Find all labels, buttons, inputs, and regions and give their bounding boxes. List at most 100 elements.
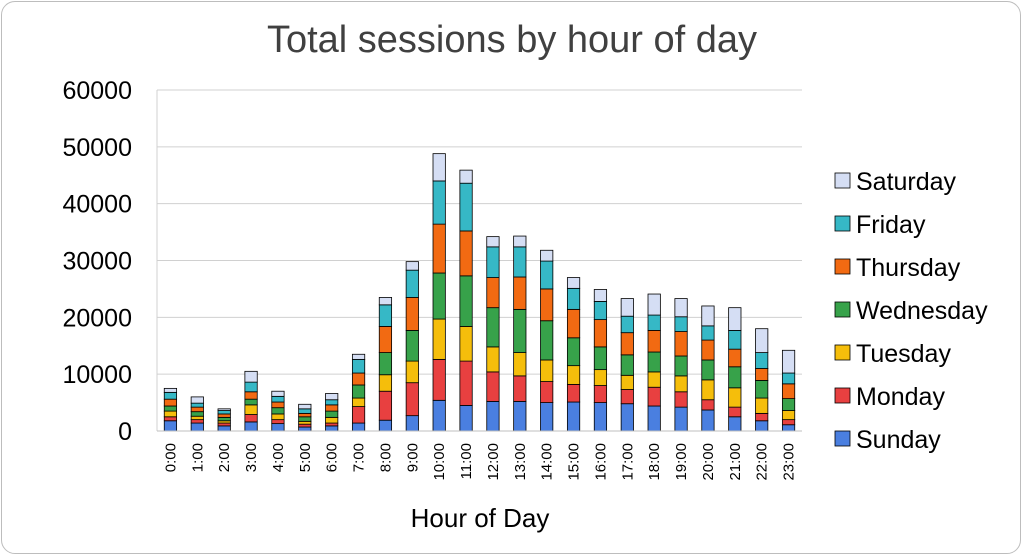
bar-stack-11:00 — [459, 169, 473, 432]
bar-segment-wednesday — [674, 355, 688, 377]
legend-swatch-sunday — [834, 430, 851, 447]
bar-segment-tuesday — [781, 410, 796, 421]
x-tick-label: 6:00 — [324, 443, 341, 472]
bar-segment-wednesday — [325, 410, 339, 418]
bar-stack-6:00 — [325, 393, 339, 432]
bar-stack-13:00 — [513, 235, 527, 432]
bar-segment-friday — [781, 372, 796, 385]
bar-segment-wednesday — [647, 351, 661, 373]
bar-segment-monday — [728, 406, 742, 418]
bar-segment-thursday — [513, 276, 527, 310]
bar-segment-wednesday — [432, 272, 446, 320]
bar-segment-thursday — [244, 391, 258, 400]
y-tick-label: 0 — [118, 418, 132, 446]
bar-segment-saturday — [217, 408, 231, 411]
bar-segment-thursday — [325, 404, 339, 412]
bar-segment-monday — [432, 358, 446, 401]
bar-stack-3:00 — [244, 370, 258, 432]
bar-stack-10:00 — [432, 153, 446, 432]
bar-segment-thursday — [432, 223, 446, 274]
bar-stack-20:00 — [701, 305, 715, 432]
bar-segment-thursday — [540, 288, 554, 322]
x-tick-label: 15:00 — [566, 443, 583, 481]
x-tick-label: 9:00 — [404, 443, 421, 472]
legend-swatch-friday — [834, 215, 851, 232]
bar-segment-saturday — [351, 353, 366, 360]
bar-segment-friday — [566, 287, 581, 310]
bar-segment-thursday — [298, 412, 312, 418]
bar-segment-thursday — [405, 297, 419, 331]
bar-segment-sunday — [728, 416, 742, 432]
bar-segment-tuesday — [513, 352, 527, 377]
legend-swatch-saturday — [834, 172, 851, 189]
bar-stack-1:00 — [190, 396, 204, 432]
legend-label-wednesday: Wednesday — [856, 297, 988, 325]
bar-segment-wednesday — [566, 337, 581, 367]
bar-segment-saturday — [459, 169, 473, 184]
bar-stack-4:00 — [271, 390, 285, 432]
bar-segment-wednesday — [190, 411, 204, 417]
bar-segment-friday — [459, 182, 473, 232]
bar-segment-wednesday — [351, 384, 366, 399]
x-tick-label: 20:00 — [700, 443, 717, 481]
bar-segment-sunday — [593, 402, 608, 432]
x-tick-label: 22:00 — [754, 443, 771, 481]
bar-segment-sunday — [405, 415, 419, 432]
x-tick-label: 12:00 — [485, 443, 502, 481]
bar-segment-wednesday — [620, 354, 634, 376]
x-tick-label: 21:00 — [727, 443, 744, 481]
bar-segment-monday — [271, 419, 285, 425]
y-tick-label: 20000 — [62, 304, 132, 332]
bar-stack-12:00 — [486, 236, 500, 432]
bar-segment-tuesday — [620, 374, 634, 390]
bar-segment-sunday — [298, 426, 312, 432]
bar-segment-saturday — [593, 289, 608, 302]
legend-swatch-thursday — [834, 258, 851, 275]
bar-segment-friday — [351, 358, 366, 374]
bar-stack-22:00 — [755, 328, 769, 432]
legend-swatch-monday — [834, 387, 851, 404]
bar-segment-friday — [674, 316, 688, 332]
bar-segment-tuesday — [755, 397, 769, 414]
x-tick-label: 0:00 — [162, 443, 179, 472]
bar-segment-friday — [486, 246, 500, 278]
bar-segment-wednesday — [513, 308, 527, 353]
x-axis: 0:00 1:00 2:00 3:00 4:00 5:00 6:00 7:00 8:00 9:00… — [157, 430, 802, 481]
bar-stack-15:00 — [566, 277, 581, 432]
bar-stack-21:00 — [728, 307, 742, 432]
bar-segment-wednesday — [459, 275, 473, 327]
bar-segment-monday — [593, 385, 608, 403]
bar-segment-thursday — [566, 308, 581, 339]
bar-segment-tuesday — [674, 375, 688, 393]
bar-segment-friday — [620, 315, 634, 334]
bar-segment-sunday — [513, 401, 527, 432]
bar-segment-friday — [540, 260, 554, 290]
legend-label-friday: Friday — [856, 211, 926, 239]
bar-stack-7:00 — [351, 353, 366, 432]
y-tick-label: 50000 — [62, 134, 132, 162]
bar-segment-tuesday — [728, 387, 742, 408]
bar-segment-wednesday — [163, 405, 178, 412]
bar-segment-thursday — [728, 348, 742, 368]
bar-segment-tuesday — [701, 379, 715, 401]
bar-segment-friday — [271, 395, 285, 403]
bar-segment-saturday — [378, 297, 393, 306]
bar-segment-tuesday — [647, 371, 661, 388]
bar-stack-17:00 — [620, 298, 634, 432]
bar-segment-tuesday — [566, 365, 581, 385]
bar-segment-monday — [513, 375, 527, 402]
x-tick-label: 4:00 — [270, 443, 287, 472]
bar-segment-saturday — [701, 305, 715, 327]
bar-segment-sunday — [755, 420, 769, 432]
bar-segment-thursday — [647, 330, 661, 353]
bar-segment-monday — [298, 423, 312, 428]
bar-segment-monday — [163, 416, 178, 422]
bar-segment-thursday — [351, 372, 366, 386]
bar-segment-wednesday — [593, 346, 608, 371]
bar-segment-friday — [593, 301, 608, 321]
bar-segment-friday — [755, 352, 769, 369]
bar-segment-thursday — [217, 413, 231, 418]
bar-segment-friday — [647, 314, 661, 331]
bar-segment-sunday — [566, 401, 581, 432]
x-tick-label: 19:00 — [673, 443, 690, 481]
